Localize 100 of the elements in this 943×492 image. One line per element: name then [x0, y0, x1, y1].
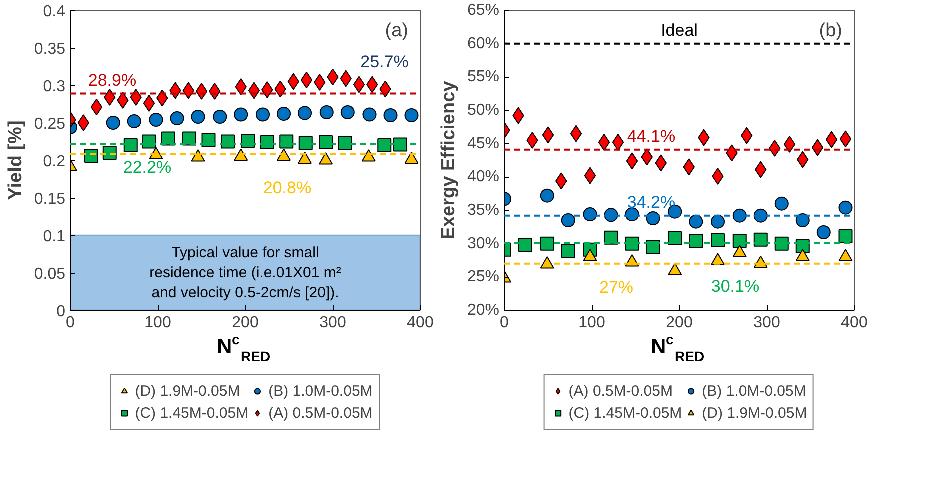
point	[182, 132, 196, 146]
point	[298, 136, 313, 150]
y-tick-label: 35%	[467, 202, 500, 219]
point	[526, 132, 538, 149]
point	[191, 110, 206, 124]
point	[221, 134, 235, 149]
point	[668, 232, 682, 246]
point	[689, 234, 704, 248]
x-tick-label: 300	[320, 314, 346, 332]
point	[260, 136, 274, 150]
y-tick-label: 0.1	[43, 228, 66, 246]
point	[646, 240, 660, 254]
point	[570, 125, 582, 142]
point	[384, 108, 398, 122]
point	[393, 138, 408, 152]
point	[277, 107, 291, 121]
y-tick-label: 40%	[467, 168, 500, 186]
point	[711, 214, 725, 229]
point	[235, 78, 247, 96]
y-tick-label: 20%	[467, 302, 500, 319]
point	[234, 108, 248, 122]
point	[241, 134, 256, 148]
legend-label: (B) 1.0M-0.05M	[702, 382, 806, 400]
y-tick-label: 0.25	[34, 116, 66, 133]
ref-line-label: 44.1%	[627, 126, 676, 146]
point	[90, 98, 103, 116]
point	[149, 113, 164, 127]
legend-label: (C) 1.45M-0.05M	[135, 404, 249, 422]
ref-line-label: 20.8%	[263, 178, 312, 198]
legend-label: (B) 1.0M-0.05M	[268, 382, 373, 400]
point	[202, 133, 216, 148]
y-axis-title: Exergy Efficiency	[438, 80, 460, 240]
point	[542, 126, 554, 144]
legend-label: (A) 0.5M-0.05M	[268, 404, 373, 422]
point	[143, 95, 156, 112]
y-tick-label: 45%	[467, 135, 500, 152]
annotation: (b)	[819, 20, 843, 42]
point	[378, 138, 392, 152]
point	[840, 130, 852, 148]
point	[84, 149, 98, 163]
point	[712, 168, 724, 185]
point	[130, 89, 142, 106]
x-tick-label: 400	[407, 314, 434, 332]
band-label: Typical value for small residence time (i.e.01X01 m² and velocity 0.5-2cm/s [20]).	[150, 244, 342, 302]
y-axis-title: Yield [%]	[5, 120, 26, 200]
ref-line-label: 34.2%	[627, 192, 676, 212]
point	[362, 108, 377, 122]
point	[626, 152, 638, 170]
legend-label: (D) 1.9M-0.05M	[702, 404, 808, 422]
y-tick-label: 55%	[467, 68, 500, 86]
point	[774, 196, 789, 211]
point	[104, 89, 116, 106]
point	[689, 214, 704, 229]
point	[598, 134, 610, 151]
point	[584, 167, 596, 184]
point	[711, 234, 725, 248]
y-tick-label: 65%	[467, 2, 500, 19]
point	[319, 136, 333, 150]
point	[262, 82, 274, 98]
ref-line-label: 27%	[599, 278, 634, 297]
point	[404, 108, 419, 122]
point	[826, 131, 838, 148]
annotation: 25.7%	[360, 52, 409, 72]
point	[784, 136, 796, 153]
point	[353, 76, 366, 94]
x-tick-label: 200	[232, 314, 259, 332]
point	[561, 214, 576, 228]
x-tick-label: 400	[841, 314, 868, 332]
point	[838, 200, 853, 215]
ref-line-label: 22.2%	[123, 158, 172, 177]
point	[162, 132, 176, 146]
point	[340, 106, 355, 120]
point	[300, 72, 313, 89]
legend-label: (A) 0.5M-0.05M	[568, 382, 673, 400]
x-tick-label: 100	[144, 314, 172, 332]
point	[170, 112, 184, 126]
point	[540, 188, 554, 203]
point	[117, 92, 129, 109]
point	[561, 244, 576, 258]
point	[796, 214, 810, 228]
point	[280, 134, 294, 149]
point	[604, 230, 618, 245]
x-tick-label: 200	[666, 314, 693, 332]
y-tick-label: 50%	[467, 102, 500, 119]
annotation: (a)	[385, 20, 409, 42]
point	[816, 226, 831, 240]
point	[612, 134, 624, 151]
ref-line-label: 30.1%	[711, 277, 760, 296]
point	[625, 236, 640, 251]
y-tick-label: 0.3	[43, 78, 66, 96]
x-tick-label: 100	[578, 314, 606, 332]
y-tick-label: 0.4	[43, 4, 66, 20]
point	[298, 106, 312, 120]
y-tick-label: 60%	[467, 35, 500, 52]
point	[838, 230, 853, 244]
point	[127, 114, 142, 128]
ref-line-label: Ideal	[661, 20, 698, 40]
point	[320, 106, 334, 120]
point	[754, 232, 768, 247]
y-tick-label: 30%	[467, 235, 500, 252]
